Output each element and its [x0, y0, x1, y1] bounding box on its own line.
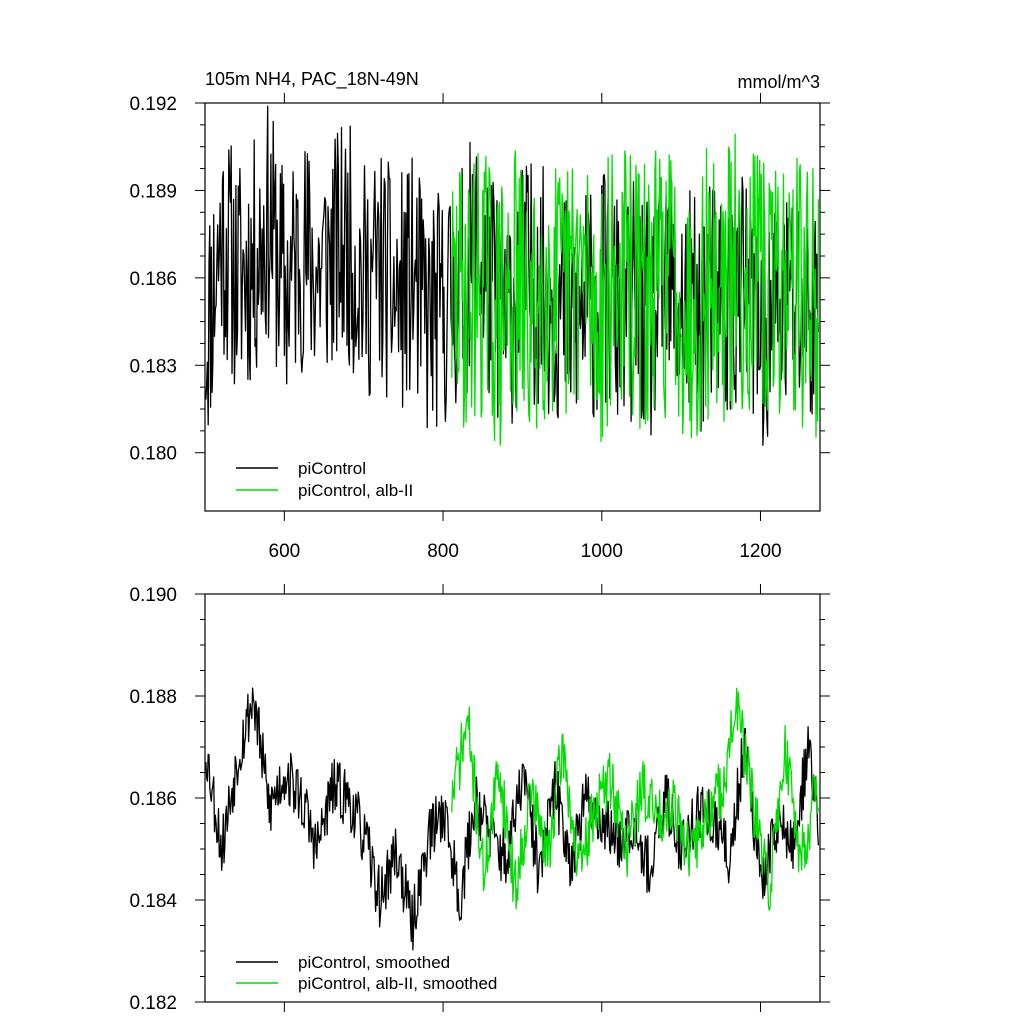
top-legend: piControl piControl, alb-II — [236, 459, 413, 500]
bottom-series-group — [205, 687, 820, 951]
top-x-tick-label: 1000 — [581, 541, 623, 562]
bottom-legend-label-alb-smoothed: piControl, alb-II, smoothed — [298, 974, 497, 993]
bottom-legend-label-smoothed: piControl, smoothed — [298, 953, 450, 972]
bottom-y-ticks: 0.182 0.184 0.186 0.188 0.190 — [129, 585, 830, 1014]
bottom-y-tick-label: 0.184 — [129, 891, 177, 912]
top-legend-label-picontrol: piControl — [298, 459, 366, 478]
top-legend-label-alb: piControl, alb-II — [298, 481, 413, 500]
top-plot-frame — [204, 102, 821, 512]
top-x-tick-label: 600 — [269, 541, 301, 562]
bottom-y-tick-label: 0.186 — [129, 789, 177, 810]
bottom-x-ticks — [283, 584, 761, 1012]
top-x-tick-label: 800 — [427, 541, 459, 562]
bottom-series-line-picontrol — [205, 687, 820, 951]
bottom-y-tick-label: 0.188 — [129, 687, 177, 708]
top-y-ticks: 0.180 0.183 0.186 0.189 0.192 — [129, 94, 830, 465]
top-series-line-alb-ii — [451, 133, 820, 446]
bottom-y-tick-label: 0.182 — [129, 993, 177, 1014]
bottom-y-tick-label: 0.190 — [129, 585, 177, 606]
bottom-legend: piControl, smoothed piControl, alb-II, s… — [236, 953, 497, 993]
top-y-tick-label: 0.186 — [129, 269, 177, 290]
top-y-tick-label: 0.180 — [129, 444, 177, 465]
top-y-tick-label: 0.189 — [129, 181, 177, 202]
top-x-tick-label: 1200 — [739, 541, 781, 562]
top-x-ticks: 600 800 1000 1200 — [269, 93, 782, 562]
bottom-panel: 0.182 0.184 0.186 0.188 0.190 piControl, smo… — [129, 584, 830, 1014]
top-units-label: mmol/m^3 — [738, 72, 820, 92]
bottom-plot-frame — [204, 593, 821, 1003]
top-y-tick-label: 0.183 — [129, 356, 177, 377]
bottom-series-line-alb-ii — [451, 687, 820, 911]
top-panel: 0.180 0.183 0.186 0.189 0.192 600 800 1000 1200… — [129, 69, 830, 562]
top-series-group — [205, 105, 820, 446]
top-chart-title: 105m NH4, PAC_18N-49N — [205, 69, 419, 90]
top-y-tick-label: 0.192 — [129, 94, 177, 115]
